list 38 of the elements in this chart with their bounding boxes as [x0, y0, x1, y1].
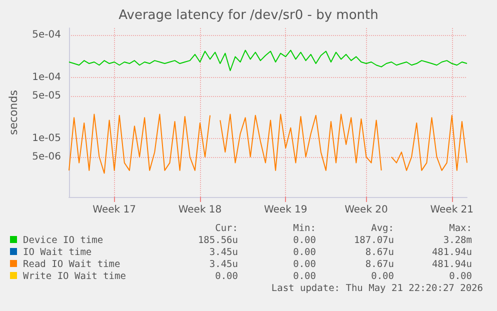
text: 0.00 — [292, 235, 316, 247]
x-tick-label: Week 17 — [92, 204, 136, 216]
text: Max: — [448, 223, 472, 235]
text: 0.00 — [214, 271, 238, 283]
text: 0.00 — [448, 271, 472, 283]
x-tick-label: Week 18 — [178, 204, 222, 216]
x-tick-label: Week 20 — [344, 204, 388, 216]
text: 481.94u — [430, 259, 472, 271]
y-axis-title: seconds — [7, 90, 20, 135]
text: 0.00 — [292, 271, 316, 283]
legend-label: Device IO time — [22, 235, 104, 247]
text: 8.67u — [364, 259, 394, 271]
text: 3.45u — [208, 259, 238, 271]
text: 481.94u — [430, 247, 472, 259]
y-tick-label: 5e-06 — [32, 151, 61, 162]
text: 0.00 — [370, 271, 394, 283]
y-tick-label: 1e-05 — [32, 133, 61, 144]
text: 187.07u — [352, 235, 394, 247]
text: 185.56u — [196, 235, 238, 247]
y-tick-label: 5e-04 — [32, 29, 61, 40]
text: Last update: Thu May 21 22:20:27 2026 — [271, 283, 483, 294]
text: 0.00 — [292, 247, 316, 259]
x-tick-label: Week 19 — [264, 204, 308, 216]
legend-label: IO Wait time — [22, 247, 93, 259]
x-tick-label: Week 21 — [430, 204, 474, 216]
text: 3.45u — [208, 247, 238, 259]
text: Min: — [292, 223, 316, 235]
line-series — [68, 50, 468, 72]
text: Avg: — [370, 223, 394, 235]
text: Cur: — [214, 223, 238, 235]
text: 3.28m — [442, 235, 472, 247]
legend-label: Read IO Wait time — [22, 259, 122, 271]
text: 0.00 — [292, 259, 316, 271]
y-tick-label: 5e-05 — [32, 90, 61, 102]
chart-title: Average latency for /dev/sr0 - by month — [118, 8, 378, 23]
text: 8.67u — [364, 247, 394, 259]
y-tick-label: 1e-04 — [32, 72, 61, 84]
legend-label: Write IO Wait time — [22, 271, 127, 283]
